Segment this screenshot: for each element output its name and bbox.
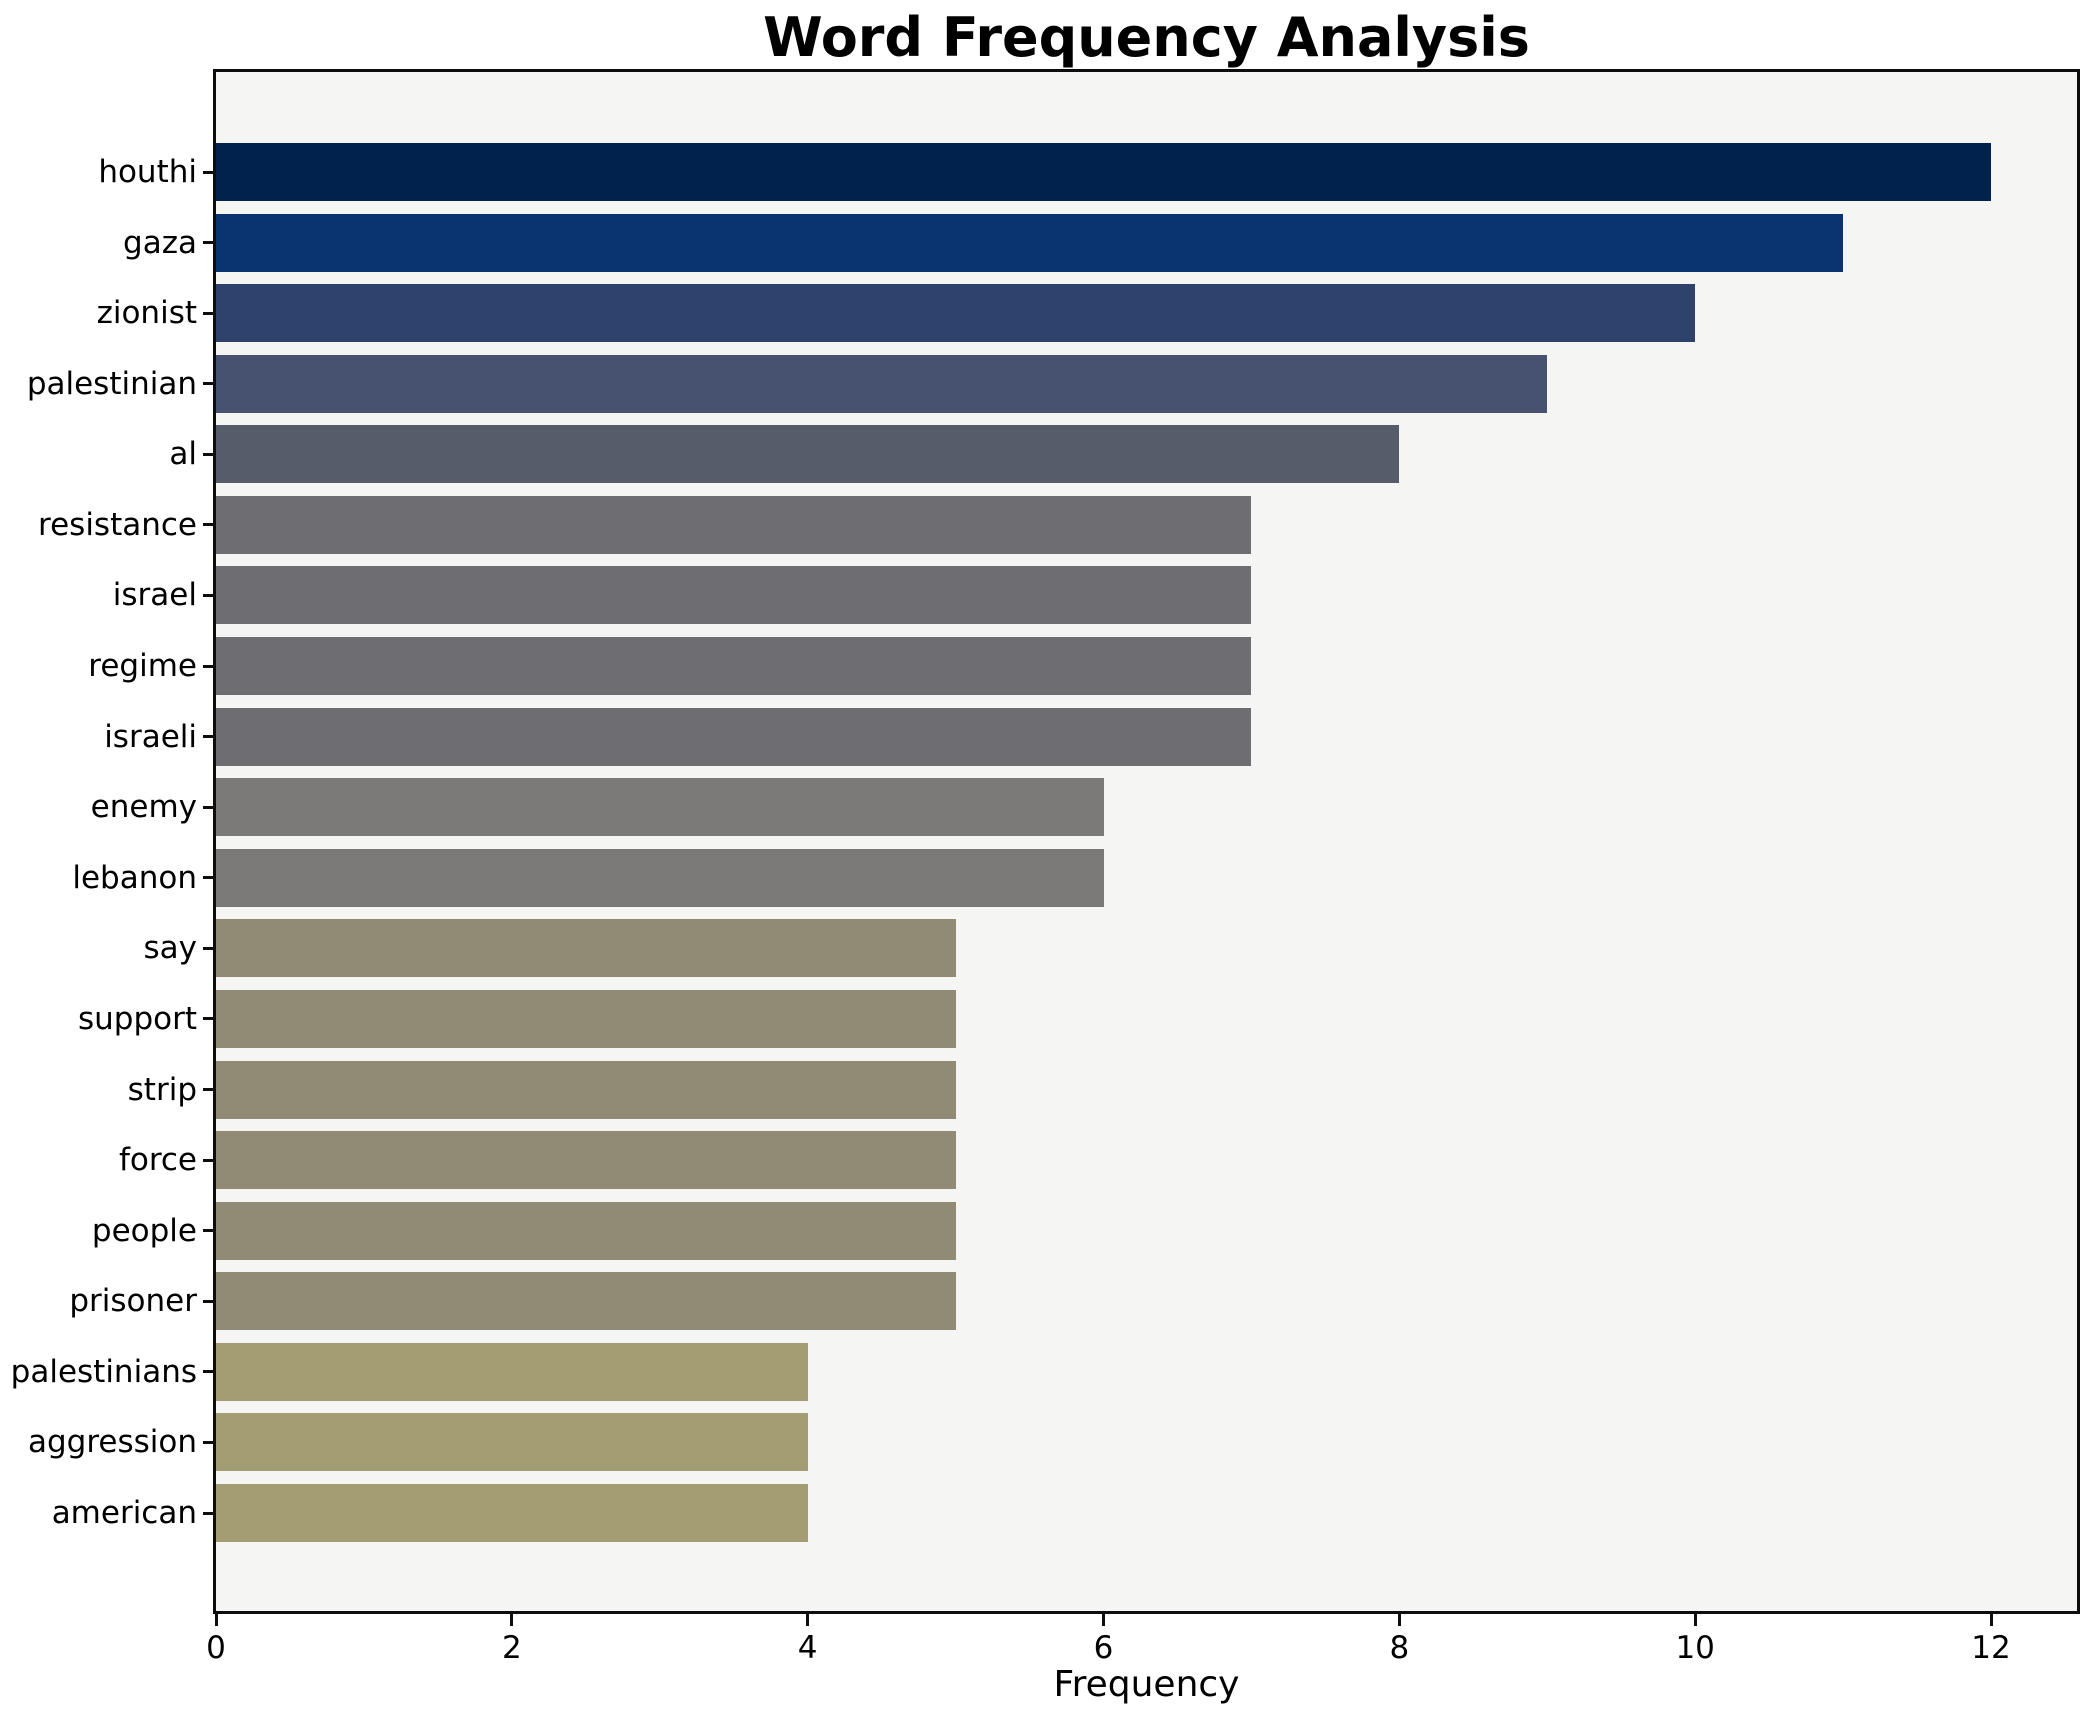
y-tick-mark (203, 1088, 215, 1092)
y-tick-mark (203, 735, 215, 739)
y-tick-mark (203, 382, 215, 386)
y-tick-label-aggression: aggression (27, 1424, 197, 1461)
x-tick-mark (1102, 1614, 1106, 1626)
x-tick-label-6: 6 (1093, 1630, 1114, 1666)
y-tick-mark (203, 1370, 215, 1374)
y-tick-label-zionist: zionist (96, 295, 197, 332)
x-tick-label-8: 8 (1389, 1630, 1410, 1666)
bar-regime (216, 637, 1252, 696)
bar-lebanon (216, 848, 1104, 907)
bar-gaza (216, 213, 1844, 272)
y-tick-mark (203, 664, 215, 668)
y-tick-label-al: al (169, 436, 197, 473)
x-tick-label-10: 10 (1675, 1630, 1715, 1666)
y-tick-mark (203, 876, 215, 880)
bar-israel (216, 566, 1252, 625)
y-tick-mark (203, 170, 215, 174)
y-tick-label-enemy: enemy (90, 789, 197, 826)
y-tick-label-lebanon: lebanon (72, 859, 197, 896)
bar-al (216, 425, 1400, 484)
y-tick-label-gaza: gaza (123, 224, 197, 261)
x-tick-label-4: 4 (797, 1630, 818, 1666)
y-tick-mark (203, 1299, 215, 1303)
y-tick-label-regime: regime (88, 648, 197, 685)
bar-resistance (216, 495, 1252, 554)
y-tick-mark (203, 805, 215, 809)
x-tick-mark (1989, 1614, 1993, 1626)
y-tick-mark (203, 946, 215, 950)
chart-title: Word Frequency Analysis (763, 6, 1530, 69)
y-tick-mark (203, 1511, 215, 1515)
y-tick-mark (203, 1158, 215, 1162)
y-tick-label-prisoner: prisoner (69, 1283, 197, 1320)
x-tick-label-12: 12 (1971, 1630, 2011, 1666)
y-tick-mark (203, 1017, 215, 1021)
y-tick-label-support: support (77, 1000, 197, 1037)
y-tick-label-israel: israel (112, 577, 197, 614)
x-tick-mark (214, 1614, 218, 1626)
y-tick-label-israeli: israeli (104, 718, 197, 755)
x-axis-label: Frequency (1053, 1664, 1240, 1705)
bar-say (216, 919, 956, 978)
bar-aggression (216, 1413, 808, 1472)
bar-strip (216, 1060, 956, 1119)
y-tick-label-people: people (91, 1212, 197, 1249)
bar-israeli (216, 707, 1252, 766)
y-tick-mark (203, 241, 215, 245)
x-tick-label-2: 2 (501, 1630, 522, 1666)
bar-enemy (216, 778, 1104, 837)
plot-area (213, 69, 2080, 1614)
x-tick-mark (806, 1614, 810, 1626)
y-tick-label-palestinians: palestinians (10, 1353, 197, 1390)
x-tick-label-0: 0 (206, 1630, 226, 1666)
bar-support (216, 989, 956, 1048)
x-tick-mark (1397, 1614, 1401, 1626)
y-tick-label-american: american (51, 1495, 197, 1532)
y-tick-mark (203, 311, 215, 315)
y-tick-label-force: force (118, 1142, 197, 1179)
bar-zionist (216, 284, 1696, 343)
y-tick-mark (203, 1229, 215, 1233)
y-tick-mark (203, 593, 215, 597)
y-tick-mark (203, 452, 215, 456)
bar-people (216, 1201, 956, 1260)
y-tick-label-houthi: houthi (98, 154, 197, 190)
y-tick-mark (203, 1440, 215, 1444)
bar-palestinians (216, 1342, 808, 1401)
bar-houthi (216, 143, 1992, 201)
x-tick-mark (1693, 1614, 1697, 1626)
y-tick-label-strip: strip (127, 1071, 197, 1108)
bar-american (216, 1484, 808, 1543)
y-tick-label-resistance: resistance (38, 506, 197, 543)
bar-force (216, 1131, 956, 1190)
x-tick-mark (510, 1614, 514, 1626)
y-tick-mark (203, 523, 215, 527)
bar-prisoner (216, 1272, 956, 1331)
y-tick-label-say: say (143, 930, 198, 967)
y-tick-label-palestinian: palestinian (26, 365, 197, 402)
bar-palestinian (216, 354, 1548, 413)
